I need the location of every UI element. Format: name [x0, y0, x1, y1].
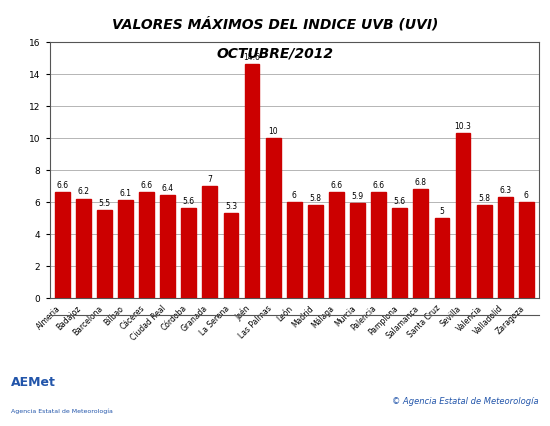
Bar: [477, 206, 492, 298]
Text: 14.6: 14.6: [244, 53, 261, 62]
Text: 6.6: 6.6: [331, 181, 343, 190]
Bar: [350, 204, 365, 298]
Bar: [76, 199, 91, 298]
Text: 6.1: 6.1: [119, 189, 131, 198]
Text: OCTUBRE/2012: OCTUBRE/2012: [217, 47, 333, 61]
Bar: [414, 190, 428, 298]
Bar: [519, 202, 534, 298]
Bar: [308, 206, 323, 298]
Text: Agencia Estatal de Meteorología: Agencia Estatal de Meteorología: [11, 408, 113, 413]
Text: 6.6: 6.6: [140, 181, 152, 190]
Bar: [287, 202, 301, 298]
Text: VALORES MÁXIMOS DEL INDICE UVB (UVI): VALORES MÁXIMOS DEL INDICE UVB (UVI): [112, 17, 438, 32]
Text: 5.3: 5.3: [225, 201, 237, 210]
Bar: [245, 65, 260, 298]
Bar: [182, 209, 196, 298]
Text: 6.2: 6.2: [77, 187, 89, 196]
Text: 7: 7: [207, 174, 212, 183]
Text: 5.6: 5.6: [183, 196, 195, 206]
Bar: [455, 134, 470, 298]
Bar: [139, 193, 154, 298]
Bar: [223, 213, 238, 298]
Text: 6.6: 6.6: [56, 181, 68, 190]
Text: AEMet: AEMet: [11, 375, 56, 388]
Bar: [498, 198, 513, 298]
Text: 5.8: 5.8: [478, 193, 490, 202]
Bar: [118, 201, 133, 298]
Text: 5.6: 5.6: [394, 196, 406, 206]
Text: 6: 6: [524, 190, 529, 199]
Bar: [266, 138, 280, 298]
Text: © Agencia Estatal de Meteorología: © Agencia Estatal de Meteorología: [392, 396, 539, 405]
Bar: [371, 193, 386, 298]
Text: 5.5: 5.5: [98, 198, 111, 207]
Text: 6: 6: [292, 190, 296, 199]
Text: 5: 5: [439, 206, 444, 215]
Text: 6.6: 6.6: [372, 181, 384, 190]
Bar: [434, 219, 449, 298]
Text: 6.3: 6.3: [499, 185, 512, 194]
Text: 5.9: 5.9: [351, 192, 364, 201]
Bar: [202, 187, 217, 298]
Text: 10: 10: [268, 126, 278, 135]
Bar: [160, 196, 175, 298]
Text: 6.4: 6.4: [162, 184, 174, 193]
Bar: [329, 193, 344, 298]
Text: 10.3: 10.3: [455, 121, 471, 130]
Bar: [97, 210, 112, 298]
Bar: [392, 209, 407, 298]
Text: 5.8: 5.8: [309, 193, 321, 202]
Text: 6.8: 6.8: [415, 177, 427, 187]
Bar: [55, 193, 69, 298]
